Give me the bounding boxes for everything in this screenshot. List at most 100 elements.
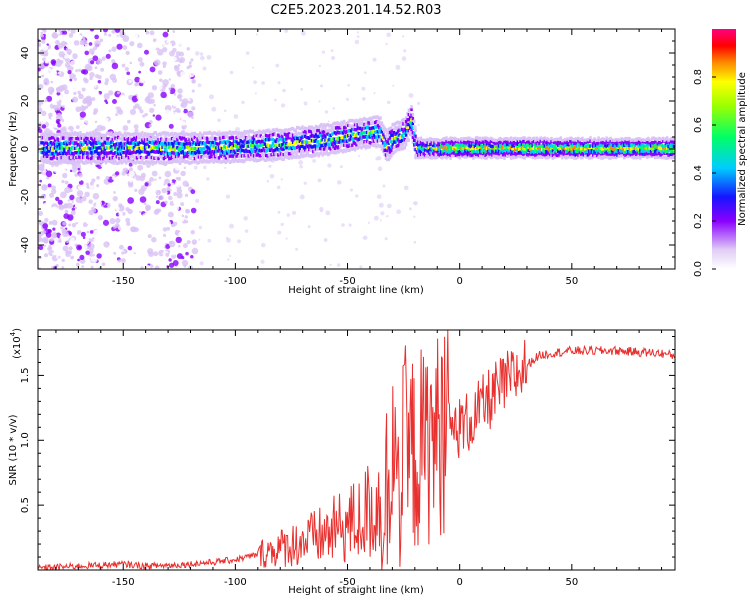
spectrogram-cell [273, 152, 276, 157]
spectrogram-cell [112, 143, 116, 147]
spectrogram-cell [278, 151, 281, 155]
spectrogram-cell [71, 141, 74, 145]
spectrogram-cell [62, 105, 65, 108]
spectrogram-cell [49, 141, 53, 145]
spectrogram-cell [98, 136, 101, 141]
spectrogram-cell [641, 154, 645, 158]
spectrogram-cell [79, 155, 82, 160]
spectrogram-cell [671, 155, 674, 160]
spectrogram-cell [380, 134, 384, 138]
spectrogram-cell [408, 207, 412, 211]
spectrogram-cell [154, 150, 158, 154]
spectrogram-cell [209, 142, 213, 146]
spectrogram-cell [340, 124, 343, 129]
spectrogram-cell [180, 202, 185, 207]
snr-multiplier-exp: 4 [9, 331, 17, 336]
spectrogram-cell [227, 139, 230, 143]
spectrogram-cell [559, 141, 563, 145]
spectrogram-cell [160, 160, 163, 164]
spectrogram-cell [435, 150, 439, 154]
spectrogram-cell [84, 151, 88, 156]
spectrogram-cell [622, 141, 626, 145]
spectrogram-cell [275, 63, 280, 68]
spectrogram-cell [271, 137, 275, 142]
spectrogram-cell [434, 155, 437, 160]
spectrogram-cell [248, 149, 252, 154]
spectrogram-cell [58, 51, 65, 58]
spectrogram-cell [483, 141, 486, 146]
spectrogram-cell [337, 140, 341, 144]
snr-x-ticks: -150 -100 -50 0 50 [55, 330, 663, 588]
spectrogram-cell [411, 116, 415, 121]
spectrogram-cell [484, 142, 487, 146]
spectrogram-cell [487, 141, 490, 146]
snr-multiplier-base: (x10 [12, 336, 23, 359]
spectrogram-cell [193, 146, 197, 151]
spectrogram-cell [566, 146, 569, 150]
spectrogram-cell [282, 147, 285, 151]
spectrogram-cell [152, 114, 156, 117]
spectrogram-cell [174, 159, 178, 164]
spectrogram-cell [431, 138, 435, 143]
spectrogram-cell [119, 152, 123, 156]
spectrogram-cell [614, 141, 618, 146]
spectrogram-cell [334, 140, 338, 144]
spectrogram-cell [425, 155, 428, 159]
spectrogram-cell [72, 155, 75, 159]
spectrogram-cell [497, 154, 501, 158]
spectrogram-cell [325, 210, 331, 216]
spectrogram-cell [504, 140, 507, 144]
spectrogram-cell [77, 137, 81, 141]
spectrogram-cell [304, 148, 307, 152]
spectrogram-cell [635, 147, 638, 151]
spectrogram-cell [645, 146, 649, 151]
spectrogram-cell [531, 152, 534, 156]
spectrogram-cell [434, 143, 437, 148]
spectrogram-cell [53, 166, 60, 174]
spectrogram-cell [349, 118, 353, 123]
spectrogram-cell [206, 177, 210, 181]
spectrogram-cell [501, 152, 505, 157]
spectrogram-cell [71, 131, 74, 135]
spectrogram-cell [364, 145, 367, 149]
spectrogram-cell [575, 155, 579, 160]
spectrogram-cell [274, 148, 277, 152]
spectrogram-cell [195, 198, 200, 203]
spectrogram-cell [399, 135, 402, 139]
spectrogram-cell [600, 138, 603, 142]
spectrogram-cell [216, 159, 219, 164]
spectrogram-cell [437, 138, 440, 142]
spectrogram-cell [332, 128, 335, 133]
spectrogram-cell [375, 130, 378, 134]
spectrogram-cell [275, 146, 279, 151]
spectrogram-cell [524, 154, 528, 159]
spectrogram-cell [644, 146, 647, 150]
spectrogram-cell [554, 140, 557, 145]
spectrogram-cell [125, 161, 128, 165]
spectrogram-cell [155, 136, 159, 140]
spectrogram-cell [286, 145, 289, 149]
spectrogram-cell [281, 147, 284, 152]
spectrogram-cell [231, 154, 234, 158]
spectrogram-cell [185, 159, 188, 164]
spectrogram-cell [356, 35, 360, 38]
spectrogram-cell [55, 133, 58, 138]
spectrogram-cell [44, 131, 47, 135]
spectrogram-cell [571, 154, 575, 158]
spectrogram-cell [515, 147, 518, 152]
spectrogram-cell [85, 142, 89, 146]
spectrogram-cell [102, 150, 105, 155]
spectrogram-cell [485, 152, 489, 156]
spectrogram-cell [597, 155, 600, 159]
spectrogram-cell [348, 138, 351, 142]
spectrogram-cell [671, 137, 674, 141]
spectrogram-cell [61, 136, 65, 140]
spectrogram-cell [273, 144, 276, 148]
spectrogram-cell [38, 166, 45, 172]
spectrogram-cell [213, 131, 217, 135]
spectrogram-cell [83, 150, 86, 155]
spectrogram-cell [664, 141, 668, 146]
spectrogram-cell [165, 220, 172, 227]
spectrogram-cell [258, 139, 261, 144]
spectrogram-cell [170, 227, 176, 233]
